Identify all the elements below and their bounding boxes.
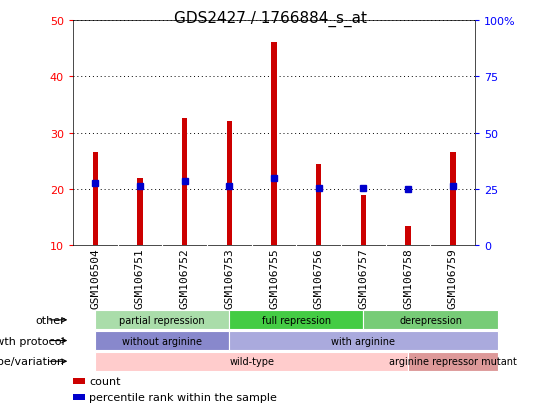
- Text: other: other: [35, 315, 65, 325]
- Text: with arginine: with arginine: [332, 336, 395, 346]
- Bar: [406, 226, 411, 246]
- Bar: [227, 122, 232, 246]
- Text: derepression: derepression: [399, 315, 462, 325]
- Text: GSM106758: GSM106758: [403, 248, 413, 308]
- Text: arginine repressor mutant: arginine repressor mutant: [389, 356, 517, 366]
- Bar: [92, 153, 98, 246]
- Text: percentile rank within the sample: percentile rank within the sample: [89, 392, 277, 402]
- Bar: [450, 153, 456, 246]
- Bar: [361, 195, 366, 246]
- Text: GSM106759: GSM106759: [448, 248, 458, 308]
- Text: GSM106751: GSM106751: [135, 248, 145, 308]
- Bar: [272, 43, 276, 246]
- Bar: [137, 178, 143, 246]
- Text: GSM106504: GSM106504: [90, 248, 100, 308]
- Text: GSM106755: GSM106755: [269, 248, 279, 308]
- Text: wild-type: wild-type: [229, 356, 274, 366]
- Text: GSM106757: GSM106757: [359, 248, 368, 308]
- Text: without arginine: without arginine: [122, 336, 202, 346]
- Bar: [316, 164, 321, 246]
- Text: GSM106752: GSM106752: [180, 248, 190, 308]
- Text: growth protocol: growth protocol: [0, 336, 65, 346]
- Text: count: count: [89, 376, 120, 386]
- Text: GSM106753: GSM106753: [224, 248, 234, 308]
- Bar: [182, 119, 187, 246]
- Text: GSM106756: GSM106756: [314, 248, 324, 308]
- Text: GDS2427 / 1766884_s_at: GDS2427 / 1766884_s_at: [173, 10, 367, 26]
- Text: partial repression: partial repression: [119, 315, 205, 325]
- Text: full repression: full repression: [262, 315, 331, 325]
- Text: genotype/variation: genotype/variation: [0, 356, 65, 366]
